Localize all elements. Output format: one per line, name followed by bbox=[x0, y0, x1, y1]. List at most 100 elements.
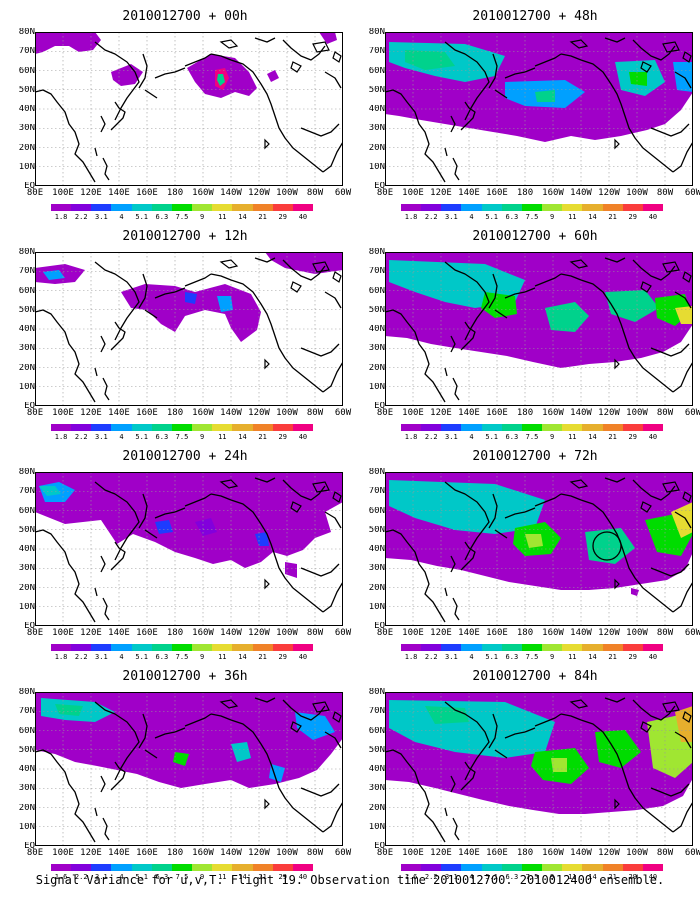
coastline bbox=[650, 343, 690, 357]
latitude-tick-label: 80N bbox=[18, 468, 35, 477]
colorbar-labels: 1.8 2.2 3.1 4 5.1 6.3 7.5 9 11 14 21 29 40 bbox=[51, 213, 313, 221]
coastline bbox=[452, 377, 460, 401]
colorbar-swatch bbox=[501, 864, 522, 871]
coastline bbox=[144, 749, 158, 759]
longitude-tick-label: 80E bbox=[376, 848, 394, 858]
colorbar-labels: 1.6 2.2 3.1 4 5.1 6.3 7.5 9 11 14 21 29 40 bbox=[51, 873, 313, 881]
island-outline bbox=[332, 271, 342, 283]
longitude-tick-label: 160E bbox=[136, 848, 158, 858]
colorbar-tick-label: 4 bbox=[469, 433, 474, 441]
colorbar-swatch bbox=[521, 204, 543, 211]
colorbar-swatch bbox=[71, 424, 92, 431]
colorbar-swatch bbox=[252, 204, 273, 211]
longitude-tick-label: 100E bbox=[52, 408, 74, 418]
longitude-tick-label: 180 bbox=[166, 848, 184, 858]
colorbar-tick-label: 40 bbox=[298, 433, 308, 441]
longitude-tick-label: 120W bbox=[248, 408, 270, 418]
longitude-tick-label: 100E bbox=[52, 628, 74, 638]
colorbar-tick-label: 4 bbox=[469, 653, 474, 661]
colorbar-tick-label: 6.3 bbox=[155, 433, 169, 441]
coastline bbox=[254, 257, 276, 263]
colorbar-swatch bbox=[111, 424, 132, 431]
coastline bbox=[210, 53, 324, 173]
colorbar-swatch bbox=[501, 204, 522, 211]
colorbar-swatch bbox=[441, 864, 462, 871]
island-outline bbox=[569, 39, 589, 49]
colorbar-tick-label: 5.1 bbox=[135, 873, 149, 881]
colorbar-swatch bbox=[232, 644, 253, 651]
coastline bbox=[672, 141, 693, 173]
colorbar-tick-label: 2.2 bbox=[424, 653, 438, 661]
latitude-tick-label: 10N bbox=[18, 162, 35, 172]
colorbar-swatch bbox=[151, 864, 172, 871]
latitude-tick-label: 80N bbox=[368, 468, 385, 477]
longitude-tick-label: 80E bbox=[26, 188, 44, 198]
colorbar-tick-label: 14 bbox=[588, 213, 597, 221]
longitude-tick-label: 100E bbox=[402, 408, 424, 418]
panel-title: 2010012700 + 48h bbox=[472, 9, 598, 24]
longitude-tick-label: 60W bbox=[334, 408, 352, 418]
colorbar-tick-label: 14 bbox=[238, 873, 247, 881]
latitude-tick-label: 60N bbox=[18, 726, 35, 736]
colorbar-tick-label: 6.3 bbox=[155, 653, 169, 661]
colorbar-tick-label: 5.1 bbox=[135, 213, 149, 221]
colorbar-tick-label: 7.5 bbox=[525, 433, 539, 441]
colorbar-swatch bbox=[521, 644, 543, 651]
latitude-tick-label: 30N bbox=[18, 564, 35, 574]
longitude-tick-label: 140E bbox=[108, 188, 130, 198]
colorbar-swatch bbox=[582, 204, 603, 211]
colorbar-swatch bbox=[171, 644, 193, 651]
colorbar-swatch bbox=[642, 644, 664, 651]
colorbar-labels: 1.8 2.2 3.1 4 5.1 6.3 7.5 9 11 14 21 29 40 bbox=[401, 433, 663, 441]
latitude-tick-label: 70N bbox=[368, 267, 385, 277]
colorbar-swatch bbox=[501, 644, 522, 651]
longitude-tick-label: 80E bbox=[376, 408, 394, 418]
map-panel-36h: 2010012700 + 36h 80N 70N 60N 50N 40N 30N 20N 10N… bbox=[15, 668, 355, 881]
colorbar-swatch bbox=[111, 644, 132, 651]
colorbar bbox=[51, 424, 314, 431]
coastline bbox=[385, 529, 446, 623]
colorbar-tick-label: 1.6 bbox=[54, 873, 68, 881]
latitude-tick-label: 40N bbox=[18, 105, 35, 114]
coastline bbox=[94, 587, 98, 597]
colorbar-tick-label: 40 bbox=[298, 213, 308, 221]
longitude-tick-label: 160W bbox=[542, 848, 564, 858]
coastline bbox=[322, 581, 343, 613]
coastline bbox=[174, 727, 186, 733]
colorbar-swatch bbox=[421, 424, 442, 431]
colorbar-tick-label: 4 bbox=[119, 433, 124, 441]
map-area: 80N 70N 60N 50N 40N 30N 20N 10N EQ 80E 100E 120E 140… bbox=[369, 468, 700, 638]
coastline bbox=[674, 511, 692, 529]
variance-region bbox=[35, 692, 343, 788]
latitude-tick-label: 60N bbox=[18, 286, 35, 296]
longitude-tick-label: 160E bbox=[136, 188, 158, 198]
coastline bbox=[488, 53, 498, 89]
coastline bbox=[444, 367, 448, 377]
latitude-tick-label: 40N bbox=[18, 545, 35, 554]
latitude-tick-label: 80N bbox=[18, 248, 35, 257]
coastline bbox=[494, 309, 508, 319]
colorbar-tick-label: 11 bbox=[568, 433, 577, 441]
colorbar-swatch bbox=[602, 864, 623, 871]
colorbar-tick-label: 21 bbox=[258, 873, 267, 881]
map-plot bbox=[385, 472, 693, 626]
colorbar-swatch bbox=[171, 204, 193, 211]
latitude-tick-label: 70N bbox=[18, 47, 35, 57]
longitude-tick-label: 60W bbox=[684, 628, 700, 638]
colorbar-swatch bbox=[481, 424, 502, 431]
coastline bbox=[674, 291, 692, 309]
island-outline bbox=[640, 501, 652, 513]
map-area: 80N 70N 60N 50N 40N 30N 20N 10N EQ 80E 100E 120E 140… bbox=[369, 28, 700, 198]
longitude-tick-label: 140E bbox=[108, 408, 130, 418]
island-outline bbox=[219, 699, 239, 709]
latitude-tick-label: 40N bbox=[368, 545, 385, 554]
longitude-tick-label: 80W bbox=[306, 848, 324, 858]
coastline bbox=[110, 541, 126, 571]
map-area: 80N 70N 60N 50N 40N 30N 20N 10N EQ 80E 100E 120E 140… bbox=[19, 248, 351, 418]
colorbar-tick-label: 7.5 bbox=[175, 213, 189, 221]
colorbar-tick-label: 6.3 bbox=[505, 433, 519, 441]
colorbar-swatch bbox=[111, 204, 132, 211]
longitude-tick-label: 80W bbox=[306, 628, 324, 638]
colorbar-tick-label: 29 bbox=[628, 433, 637, 441]
coastline bbox=[650, 563, 690, 577]
